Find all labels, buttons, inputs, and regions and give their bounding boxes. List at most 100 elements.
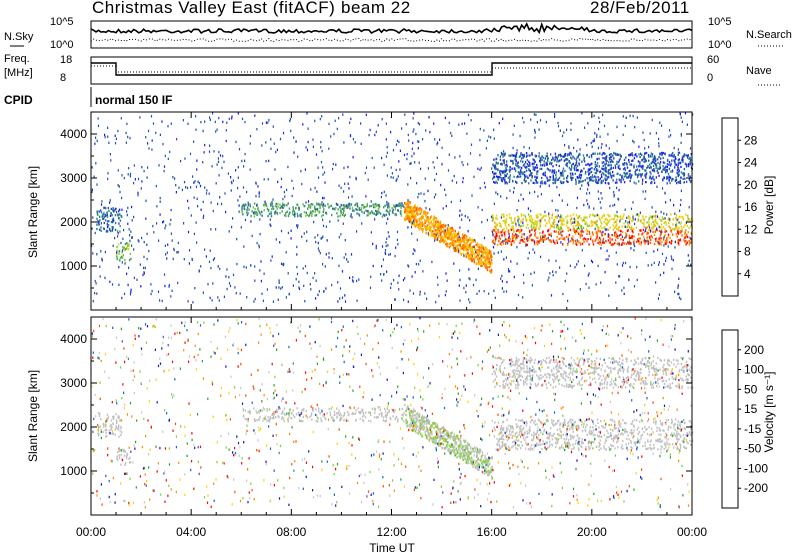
power-point [195,221,197,224]
power-point [655,210,657,213]
power-point [631,220,633,223]
power-point [495,233,498,236]
power-point [106,229,108,232]
power-point [519,175,522,178]
power-point [395,204,397,207]
power-point [622,239,624,242]
power-point [278,286,280,289]
power-point [651,206,653,209]
power-point [505,290,508,293]
velocity-point [117,451,119,454]
power-point [479,187,481,190]
power-point [265,204,268,207]
power-point [479,127,481,131]
power-point [96,183,98,186]
power-scatter-points [91,112,694,304]
power-point [552,182,554,185]
power-point [672,227,674,230]
power-point [322,166,324,169]
power-point [684,177,686,180]
power-point [540,164,542,167]
power-point [628,241,630,244]
power-point [244,159,246,162]
power-point [643,156,645,159]
power-point [114,214,117,217]
power-point [530,219,532,222]
power-point [571,172,574,175]
power-point [452,241,454,244]
power-point [453,233,455,236]
power-point [407,133,409,137]
power-point [556,216,558,219]
power-point [686,154,688,158]
power-point [589,215,591,218]
power-point [625,234,628,237]
power-point [117,232,119,235]
power-point [610,164,612,167]
power-point [413,206,416,209]
power-point [196,241,198,244]
power-point [275,238,277,241]
power-point [562,243,564,246]
power-point [647,232,649,235]
power-point [541,180,543,183]
power-point [556,223,558,227]
power-point [442,223,445,226]
power-point [566,158,569,161]
power-point [648,224,650,227]
power-point [596,225,598,228]
power-point [297,224,299,227]
power-point [375,213,377,216]
velocity-point [300,419,302,423]
velocity-point [357,407,359,410]
power-point [546,237,548,240]
power-point [500,177,503,180]
power-point [212,258,214,261]
power-point [356,279,358,283]
power-point [117,129,119,133]
power-point [121,249,124,252]
power-point [658,217,660,220]
power-point [660,219,662,222]
power-point [516,209,518,212]
power-point [536,243,539,246]
power-point [354,141,356,144]
velocity-point [268,408,271,411]
power-point [415,218,418,221]
power-point [603,168,605,171]
power-point [386,203,388,206]
power-point [261,292,263,295]
power-point [645,169,647,172]
power-point [685,229,687,232]
power-point [567,243,569,247]
power-point [313,220,315,224]
power-point [378,211,380,214]
power-point [473,258,476,261]
velocity-point [373,416,376,419]
power-point [671,177,673,180]
power-point [457,244,459,247]
power-point [478,263,480,266]
power-point [609,167,612,170]
power-point [553,171,555,174]
power-point [559,228,561,232]
power-point [410,176,412,180]
power-point [632,231,634,234]
power-point [436,233,438,236]
power-point [310,288,312,291]
power-point [156,222,158,225]
power-point [217,157,219,160]
power-point [685,221,687,224]
power-point [152,224,154,228]
power-point [396,230,399,234]
power-point [246,206,249,209]
power-point [548,233,550,236]
power-point [133,248,135,251]
power-point [496,217,498,220]
power-point [249,134,252,138]
power-point [617,161,620,164]
power-point [674,227,676,230]
power-point [425,206,427,210]
velocity-point [303,408,305,411]
power-point [503,290,505,293]
